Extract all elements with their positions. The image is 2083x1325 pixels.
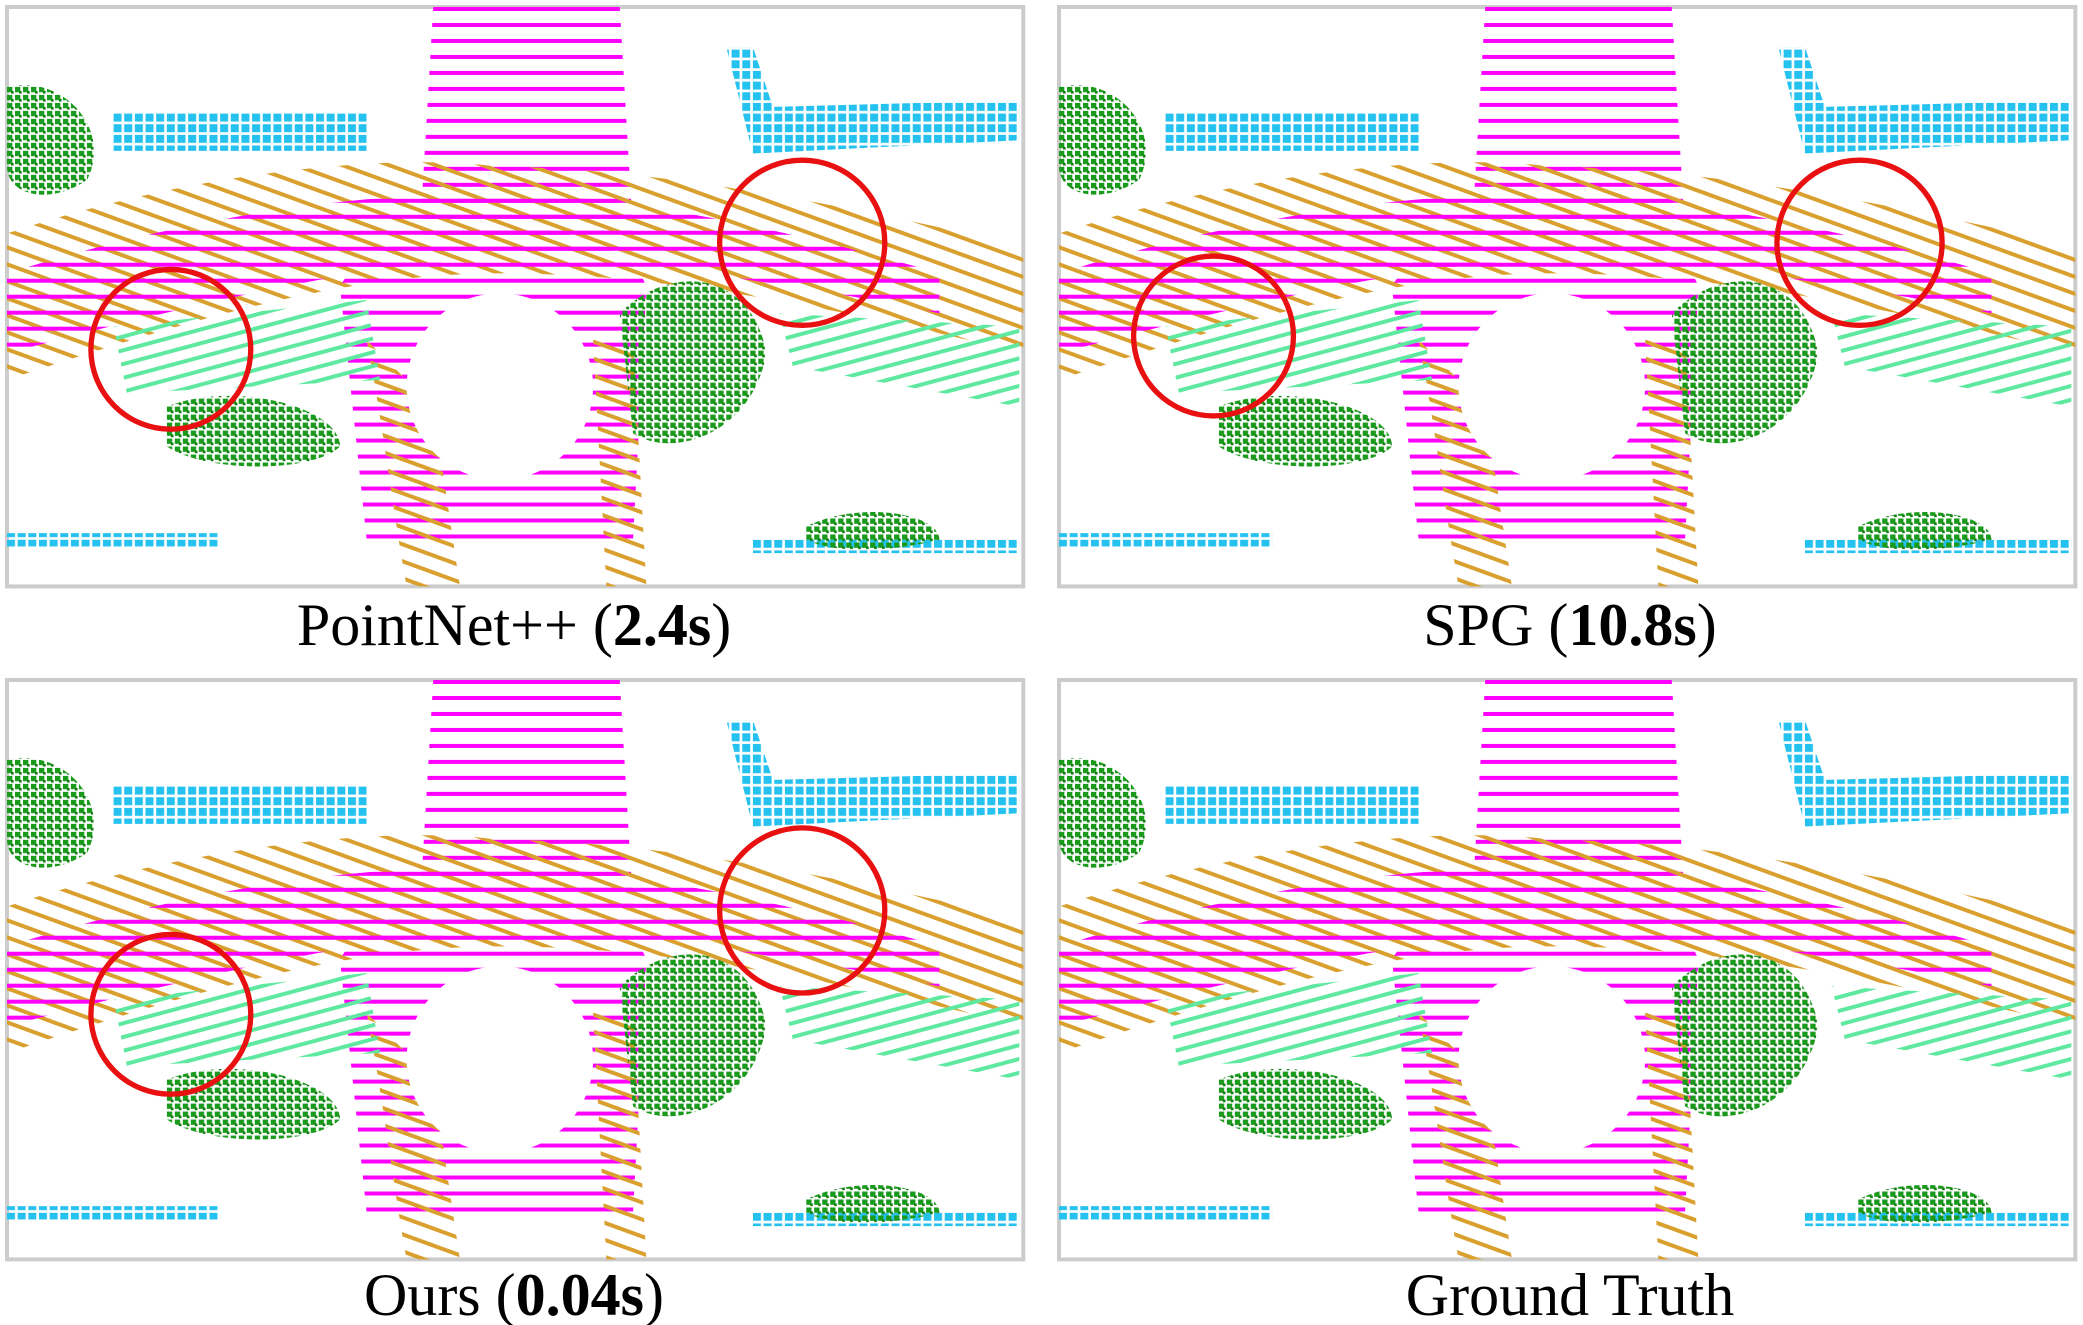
caption-time: 2.4s bbox=[613, 592, 711, 658]
panel bbox=[5, 678, 1026, 1262]
caption: Ours (0.04s) bbox=[364, 1262, 664, 1325]
caption-method: Ours ( bbox=[364, 1262, 516, 1325]
caption-method: PointNet++ ( bbox=[297, 592, 613, 658]
caption-end: ) bbox=[1697, 592, 1717, 658]
caption-time: 10.8s bbox=[1568, 592, 1696, 658]
caption-end: ) bbox=[644, 1262, 664, 1325]
caption-method: SPG ( bbox=[1423, 592, 1568, 658]
panel bbox=[1057, 678, 2078, 1262]
panel bbox=[5, 5, 1026, 589]
caption-end: ) bbox=[711, 592, 731, 658]
caption-method: Ground Truth bbox=[1406, 1262, 1734, 1325]
caption: PointNet++ (2.4s) bbox=[297, 592, 731, 658]
caption: Ground Truth bbox=[1406, 1262, 1734, 1325]
panel bbox=[1057, 5, 2078, 589]
caption: SPG (10.8s) bbox=[1423, 592, 1716, 658]
caption-time: 0.04s bbox=[516, 1262, 644, 1325]
